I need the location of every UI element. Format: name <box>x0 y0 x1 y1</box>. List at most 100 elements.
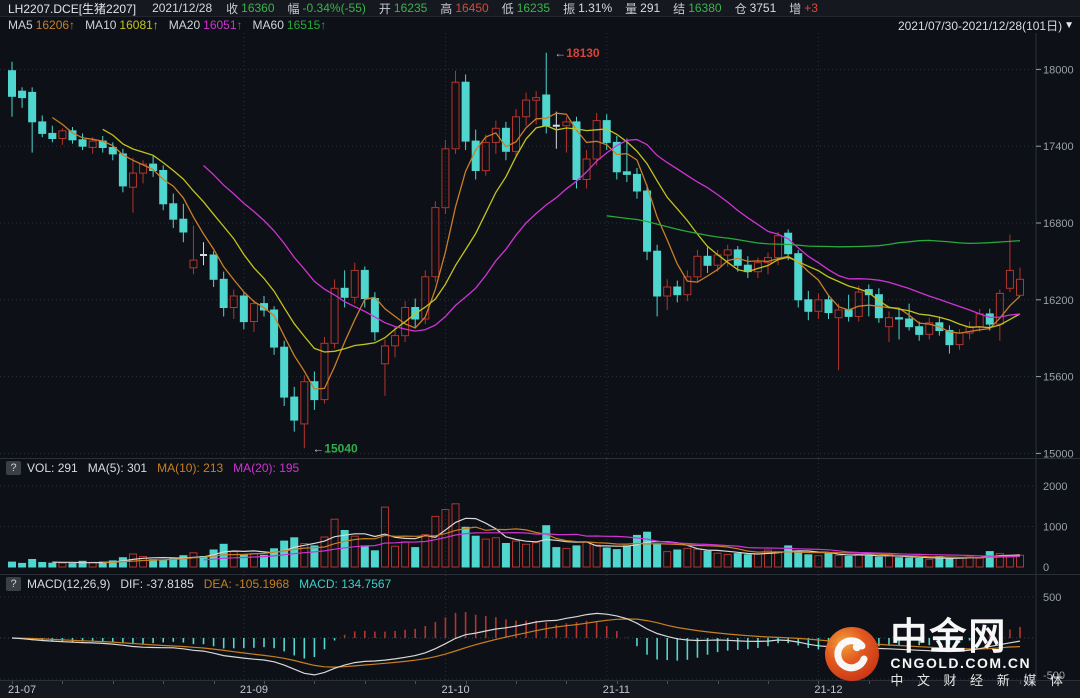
svg-text:←: ← <box>312 441 324 455</box>
volume-bar <box>612 549 621 568</box>
svg-text:500: 500 <box>1043 592 1061 604</box>
candle <box>592 112 601 166</box>
volume-bar <box>270 548 279 568</box>
candle <box>108 142 117 161</box>
candle <box>300 375 309 449</box>
axis-tick <box>364 681 366 684</box>
candle <box>391 326 400 358</box>
macd-hist-bar <box>101 638 104 642</box>
svg-text:17400: 17400 <box>1043 141 1074 153</box>
macd-hist-bar <box>464 612 467 638</box>
macd-hist-bar <box>152 638 154 644</box>
volume-bar <box>602 547 611 568</box>
volume-bar <box>481 538 490 568</box>
candle <box>239 292 248 330</box>
candle <box>48 125 57 143</box>
candle <box>118 148 127 193</box>
low-annotation: 15040 <box>324 441 358 455</box>
macd-hist-bar <box>303 638 306 659</box>
watermark-tagline: 中 文 财 经 新 媒 体 <box>890 673 1068 688</box>
volume-bar <box>723 553 732 568</box>
help-icon[interactable]: ? <box>6 461 21 475</box>
candle <box>471 129 480 180</box>
macd-hist-bar <box>958 638 961 643</box>
volume-bar <box>693 548 702 568</box>
svg-text:2000: 2000 <box>1043 481 1067 493</box>
candle <box>683 270 692 302</box>
help-icon[interactable]: ? <box>6 577 21 591</box>
time-label: 21-12 <box>814 684 843 696</box>
candle <box>945 325 954 354</box>
volume-bar <box>38 562 47 568</box>
volume-bar <box>794 551 803 568</box>
candle <box>501 121 510 161</box>
date-range-selector[interactable]: 2021/07/30-2021/12/28(101日) ▼ <box>897 18 1074 33</box>
candle <box>139 160 148 184</box>
candle <box>310 371 319 410</box>
candle <box>320 336 329 404</box>
candle <box>995 289 1004 341</box>
macd-hist-bar <box>999 631 1001 638</box>
macd-hist-bar <box>142 638 144 644</box>
volume-readout: ? VOL: 291 MA(5): 301 MA(10): 213 MA(20)… <box>6 461 309 475</box>
axis-tick <box>1020 681 1021 684</box>
candle <box>572 116 581 189</box>
volume-bar <box>925 558 934 568</box>
ma-readout-row: MA5 16206↑ MA10 16081↑ MA20 16051↑ MA60 1651… <box>0 17 1080 33</box>
candle <box>794 249 803 308</box>
macd-hist-bar <box>595 621 598 638</box>
macd-hist-bar <box>535 620 537 638</box>
volume-bar <box>975 557 984 568</box>
macd-hist-bar <box>938 638 941 646</box>
svg-text:←: ← <box>554 46 566 60</box>
macd-hist-bar <box>585 620 588 638</box>
time-axis: 21-07 21-09 21-10 21-11 21-12 <box>0 680 1080 698</box>
field-change: 幅 -0.34%(-55) <box>287 1 366 16</box>
volume-bar <box>824 552 833 568</box>
volume-bar <box>199 556 208 568</box>
watermark-domain: CNGOLD.COM.CN <box>890 655 1032 671</box>
volume-bar <box>653 543 662 568</box>
candle <box>562 116 571 153</box>
macd-hist-bar <box>112 638 114 642</box>
macd-hist-bar <box>202 638 205 645</box>
volume-bar <box>290 537 299 568</box>
macd-hist-bar <box>988 633 991 638</box>
vol-ma5: MA(5): 301 <box>87 461 148 475</box>
volume-chart[interactable]: 2000 1000 0 <box>0 459 1080 574</box>
macd-hist-bar <box>333 638 336 641</box>
volume-bar <box>501 543 510 568</box>
volume-bar <box>431 515 440 568</box>
field-high: 高 16450 <box>440 1 489 16</box>
volume-bar <box>139 556 148 568</box>
volume-bar <box>663 551 672 568</box>
volume-bar <box>854 553 863 568</box>
macd-hist-bar <box>1019 626 1021 638</box>
volume-bar <box>461 526 470 568</box>
volume-bar <box>643 531 652 568</box>
volume-pane[interactable]: ? VOL: 291 MA(5): 301 MA(10): 213 MA(20)… <box>0 459 1080 575</box>
macd-readout: ? MACD(12,26,9) DIF: -37.8185 DEA: -105.… <box>6 577 401 591</box>
candlestick-pane[interactable]: 18000 17400 16800 16200 15600 15000 ← 18130 ← 150… <box>0 33 1080 459</box>
macd-hist-bar <box>243 638 245 649</box>
volume-bar <box>743 554 752 568</box>
candle <box>975 308 984 332</box>
macd-hist-bar <box>474 614 477 638</box>
axis-tick <box>465 681 467 684</box>
candle <box>481 134 490 176</box>
chevron-down-icon: ▼ <box>1064 19 1074 31</box>
macd-hist-bar <box>978 637 981 638</box>
candle <box>350 262 359 304</box>
volume-bar <box>189 552 198 568</box>
macd-hist-bar <box>968 638 971 641</box>
candle <box>602 114 611 151</box>
field-open: 开 16235 <box>378 1 428 16</box>
macd-hist-bar <box>172 638 175 642</box>
candle <box>380 339 389 396</box>
volume-bar <box>512 540 520 568</box>
ma60-readout: MA60 16515↑ <box>252 18 327 32</box>
field-settle: 结 16380 <box>673 1 722 16</box>
volume-bar <box>118 557 127 568</box>
candle <box>653 244 662 317</box>
